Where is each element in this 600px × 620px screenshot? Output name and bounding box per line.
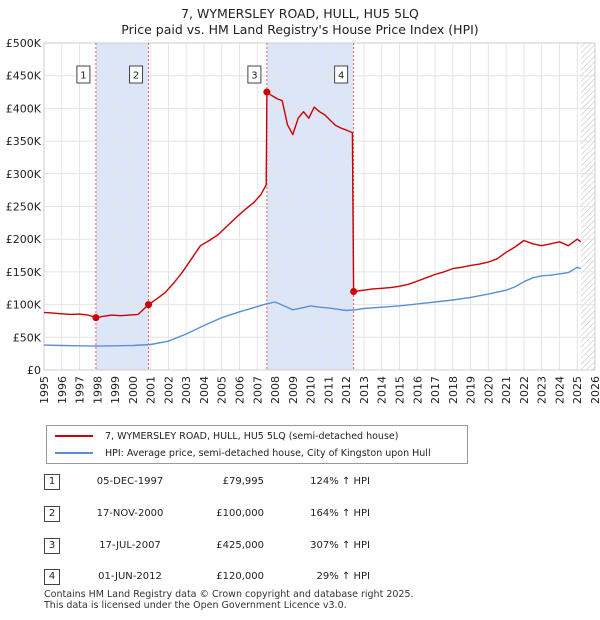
x-tick-label: 2010 xyxy=(305,376,318,404)
x-tick-label: 1999 xyxy=(109,376,122,404)
transaction-hpi: 124% ↑ HPI xyxy=(310,476,370,487)
x-tick-label: 2004 xyxy=(198,376,211,404)
transaction-number: 4 xyxy=(44,569,60,585)
footer-attribution: Contains HM Land Registry data © Crown c… xyxy=(44,589,414,611)
x-tick-label: 2001 xyxy=(145,376,158,404)
transaction-marker-box xyxy=(129,65,144,84)
x-tick-label: 2003 xyxy=(180,376,193,404)
x-tick-label: 2022 xyxy=(518,376,531,404)
transaction-date: 01-JUN-2012 xyxy=(98,571,162,582)
x-tick-label: 2006 xyxy=(234,376,247,404)
x-tick-label: 2026 xyxy=(589,376,600,404)
y-tick-label: £400K xyxy=(6,102,42,115)
legend-item-hpi: HPI: Average price, semi-detached house,… xyxy=(55,445,431,461)
table-row: 3 17-JUL-2007 £425,000 307% ↑ HPI xyxy=(44,538,464,556)
transaction-marker-label: 2 xyxy=(133,71,139,82)
transaction-marker-label: 3 xyxy=(251,71,257,82)
transaction-point xyxy=(350,288,358,296)
y-tick-label: £350K xyxy=(6,135,42,148)
hpi-line xyxy=(43,266,582,347)
y-tick-label: £150K xyxy=(6,266,42,279)
x-tick-label: 1997 xyxy=(74,376,87,404)
x-tick-label: 2002 xyxy=(162,376,175,404)
transaction-point xyxy=(145,301,153,309)
footer-line-2: This data is licensed under the Open Gov… xyxy=(44,600,347,611)
x-tick-label: 2009 xyxy=(287,376,300,404)
x-tick-label: 2000 xyxy=(127,376,140,404)
transaction-point xyxy=(263,88,271,96)
x-tick-label: 2012 xyxy=(340,376,353,404)
x-tick-label: 2019 xyxy=(465,376,478,404)
legend-label-property: 7, WYMERSLEY ROAD, HULL, HU5 5LQ (semi-d… xyxy=(105,430,399,442)
transaction-point xyxy=(92,314,100,322)
transaction-marker-label: 4 xyxy=(338,71,344,82)
transaction-marker-box xyxy=(334,65,349,84)
x-tick-label: 2016 xyxy=(411,376,424,404)
y-tick-label: £300K xyxy=(6,168,42,181)
legend-swatch-hpi xyxy=(55,452,93,454)
transaction-hpi: 29% ↑ HPI xyxy=(316,571,370,582)
x-tick-label: 2017 xyxy=(429,376,442,404)
table-row: 4 01-JUN-2012 £120,000 29% ↑ HPI xyxy=(44,569,464,587)
x-tick-label: 2018 xyxy=(447,376,460,404)
x-tick-label: 2013 xyxy=(358,376,371,404)
transaction-number: 1 xyxy=(44,474,60,490)
y-tick-label: £250K xyxy=(6,201,42,214)
legend-item-property: 7, WYMERSLEY ROAD, HULL, HU5 5LQ (semi-d… xyxy=(55,428,398,444)
x-tick-label: 2020 xyxy=(482,376,495,404)
footer-line-1: Contains HM Land Registry data © Crown c… xyxy=(44,589,414,600)
transaction-price: £120,000 xyxy=(216,571,264,582)
x-tick-label: 1996 xyxy=(56,376,69,404)
table-row: 2 17-NOV-2000 £100,000 164% ↑ HPI xyxy=(44,506,464,524)
y-tick-label: £50K xyxy=(13,331,42,344)
y-tick-label: £200K xyxy=(6,233,42,246)
transaction-date: 17-JUL-2007 xyxy=(99,540,161,551)
plot-frame xyxy=(43,42,596,371)
transaction-number: 2 xyxy=(44,506,60,522)
property-price-line xyxy=(43,91,582,319)
y-tick-label: £0 xyxy=(27,364,41,377)
x-tick-label: 1995 xyxy=(38,376,51,404)
transaction-marker-box xyxy=(247,65,262,84)
transaction-hpi: 164% ↑ HPI xyxy=(310,508,370,519)
y-tick-label: £100K xyxy=(6,299,42,312)
y-tick-label: £450K xyxy=(6,70,42,83)
transaction-marker-box xyxy=(76,65,91,84)
chart-legend: 7, WYMERSLEY ROAD, HULL, HU5 5LQ (semi-d… xyxy=(46,425,468,464)
table-row: 1 05-DEC-1997 £79,995 124% ↑ HPI xyxy=(44,474,464,492)
y-tick-label: £500K xyxy=(6,37,42,50)
x-tick-label: 2024 xyxy=(553,376,566,404)
transaction-number: 3 xyxy=(44,538,60,554)
price-chart: £0 £50K £100K £150K £200K £250K £300K £350K £400… xyxy=(6,37,600,404)
x-tick-label: 1998 xyxy=(91,376,104,404)
x-tick-label: 2023 xyxy=(536,376,549,404)
chart-subtitle: Price paid vs. HM Land Registry's House … xyxy=(121,22,479,37)
x-tick-label: 2025 xyxy=(571,376,584,404)
transaction-date: 17-NOV-2000 xyxy=(96,508,164,519)
legend-swatch-property xyxy=(55,435,93,437)
x-tick-label: 2007 xyxy=(251,376,264,404)
x-tick-label: 2008 xyxy=(269,376,282,404)
x-tick-label: 2015 xyxy=(393,376,406,404)
legend-label-hpi: HPI: Average price, semi-detached house,… xyxy=(105,447,431,459)
transaction-date: 05-DEC-1997 xyxy=(96,476,164,487)
transaction-hpi: 307% ↑ HPI xyxy=(310,540,370,551)
x-tick-label: 2011 xyxy=(322,376,335,404)
transaction-price: £425,000 xyxy=(216,540,264,551)
chart-title: 7, WYMERSLEY ROAD, HULL, HU5 5LQ xyxy=(181,6,419,21)
x-tick-label: 2005 xyxy=(216,376,229,404)
transaction-price: £79,995 xyxy=(222,476,264,487)
x-tick-label: 2021 xyxy=(500,376,513,404)
transaction-price: £100,000 xyxy=(216,508,264,519)
transaction-marker-label: 1 xyxy=(80,71,86,82)
x-tick-label: 2014 xyxy=(376,376,389,404)
